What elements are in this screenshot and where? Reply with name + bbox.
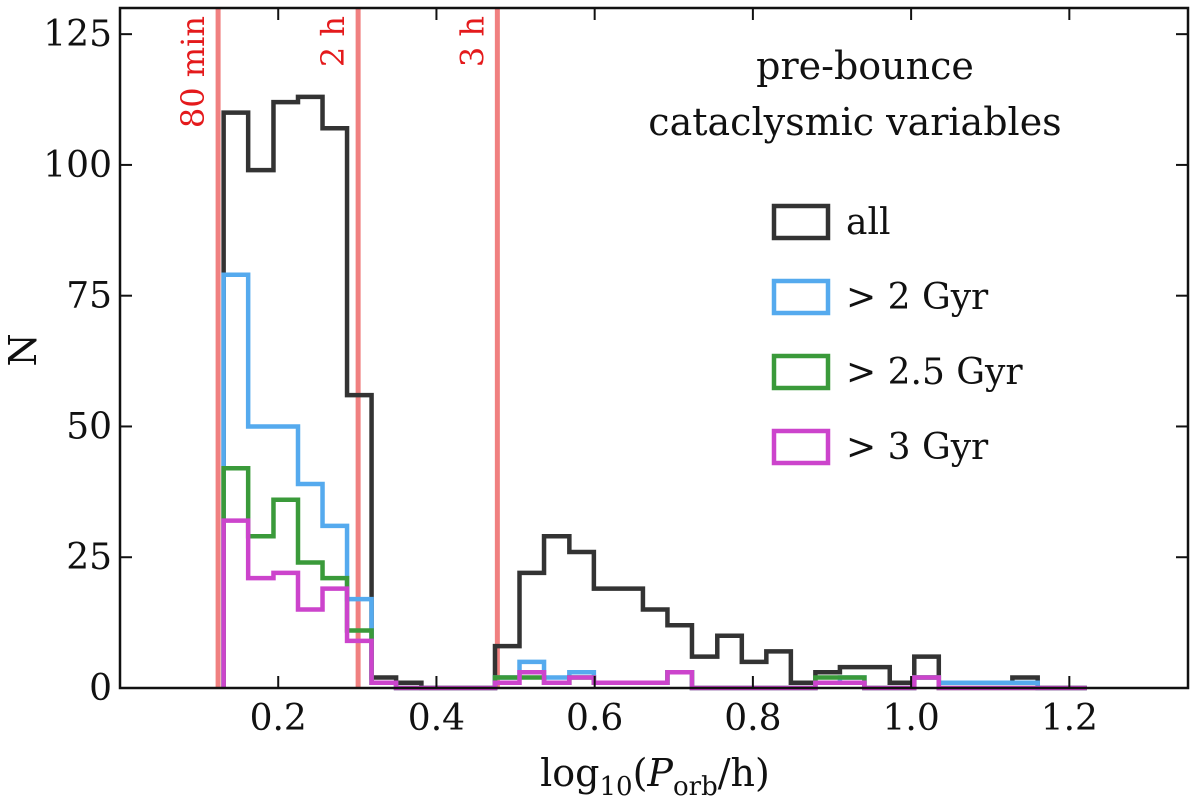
vline-label-0: 80 min xyxy=(174,16,212,128)
x-tick-label-1: 0.4 xyxy=(408,698,465,739)
series-0-step xyxy=(221,94,1087,691)
annotation-line-2: cataclysmic variables xyxy=(648,100,1061,144)
x-tick-label-0: 0.2 xyxy=(250,698,307,739)
legend-label-2: > 2.5 Gyr xyxy=(846,352,1023,393)
legend-swatch-0 xyxy=(771,203,831,241)
x-tick-label-2: 0.6 xyxy=(566,698,623,739)
y-tick-label-3: 75 xyxy=(66,276,112,317)
vline-label-2: 3 h xyxy=(453,16,491,67)
legend-label-1: > 2 Gyr xyxy=(846,277,989,318)
vertical-reference-lines: 80 min 2 h 3 h xyxy=(174,8,500,688)
legend-label-3: > 3 Gyr xyxy=(846,427,989,468)
axis-ticks: 0.2 0.4 0.6 0.8 1.0 1.2 0 25 50 75 100 125 xyxy=(43,8,1188,739)
annotation-line-1: pre-bounce xyxy=(756,44,974,88)
vline-label-1: 2 h xyxy=(314,16,352,67)
y-tick-label-1: 25 xyxy=(66,537,112,578)
x-axis-label: log10(Porb/h) xyxy=(540,751,770,800)
legend-swatch-3 xyxy=(771,428,831,466)
x-tick-label-4: 1.0 xyxy=(882,698,939,739)
legend-swatch-1 xyxy=(771,278,831,316)
legend: all > 2 Gyr > 2.5 Gyr > 3 Gyr xyxy=(771,202,1023,468)
y-tick-label-5: 125 xyxy=(43,14,112,55)
x-tick-label-5: 1.2 xyxy=(1041,698,1098,739)
legend-swatch-2 xyxy=(771,353,831,391)
legend-label-0: all xyxy=(846,202,891,243)
x-tick-label-3: 0.8 xyxy=(724,698,781,739)
plot-frame xyxy=(118,6,1190,690)
series-3-step xyxy=(221,518,1087,691)
y-tick-label-4: 100 xyxy=(43,145,112,186)
series-2-step xyxy=(221,466,1087,691)
y-axis-label: N xyxy=(1,333,45,366)
y-tick-label-2: 50 xyxy=(66,406,112,447)
series-1-step xyxy=(221,272,1087,691)
y-tick-label-0: 0 xyxy=(89,668,112,709)
